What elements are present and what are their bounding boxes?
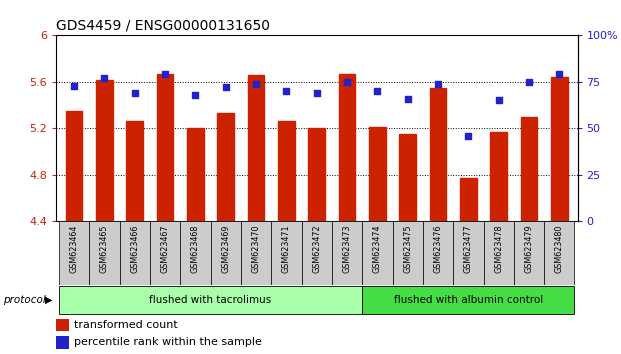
Text: GDS4459 / ENSG00000131650: GDS4459 / ENSG00000131650 [56,19,270,33]
Bar [120,221,150,285]
Point [130,90,140,96]
Bar [332,221,362,285]
Bar [423,221,453,285]
Text: GSM623467: GSM623467 [161,224,170,273]
Text: GSM623473: GSM623473 [343,224,351,273]
Point [281,88,291,94]
Bar [338,74,355,221]
Point [160,72,170,77]
Point [403,96,413,101]
Text: GSM623476: GSM623476 [433,224,443,273]
Bar [59,221,89,285]
Bar [392,221,423,285]
Bar [514,221,544,285]
Text: transformed count: transformed count [74,320,178,330]
Bar [271,221,302,285]
Point [342,79,352,85]
Text: GSM623472: GSM623472 [312,224,321,273]
Text: flushed with tacrolimus: flushed with tacrolimus [150,295,271,305]
Bar [484,221,514,285]
Text: GSM623475: GSM623475 [403,224,412,273]
Text: GSM623469: GSM623469 [221,224,230,273]
Point [373,88,383,94]
Bar [211,221,241,285]
Bar [453,221,484,285]
Bar [362,286,574,314]
Text: GSM623474: GSM623474 [373,224,382,273]
Bar [520,117,537,221]
Bar [302,221,332,285]
Text: GSM623470: GSM623470 [252,224,261,273]
Text: GSM623464: GSM623464 [70,224,79,273]
Bar [180,221,211,285]
Bar [362,221,392,285]
Bar [187,129,204,221]
Bar [491,132,507,221]
Text: flushed with albumin control: flushed with albumin control [394,295,543,305]
Text: GSM623477: GSM623477 [464,224,473,273]
Bar [156,74,173,221]
Bar [89,221,120,285]
Text: percentile rank within the sample: percentile rank within the sample [74,337,262,347]
Point [463,133,473,138]
Bar [309,129,325,221]
Bar [150,221,180,285]
Point [99,75,109,81]
Point [555,72,564,77]
Bar [217,113,234,221]
Bar [248,75,265,221]
Point [494,98,504,103]
Text: GSM623465: GSM623465 [100,224,109,273]
Bar [56,336,69,349]
Point [220,85,230,90]
Bar [430,88,446,221]
Bar [544,221,574,285]
Point [191,92,201,98]
Point [433,81,443,87]
Text: protocol: protocol [3,295,46,305]
Bar [278,121,295,221]
Text: ▶: ▶ [45,295,53,305]
Bar [127,121,143,221]
Bar [369,127,386,221]
Point [524,79,534,85]
Point [312,90,322,96]
Text: GSM623478: GSM623478 [494,224,503,273]
Bar [551,77,568,221]
Bar [460,178,477,221]
Bar [241,221,271,285]
Bar [59,286,362,314]
Text: GSM623480: GSM623480 [555,224,564,273]
Text: GSM623471: GSM623471 [282,224,291,273]
Point [69,83,79,88]
Bar [399,134,416,221]
Text: GSM623466: GSM623466 [130,224,139,273]
Bar [56,319,69,331]
Text: GSM623479: GSM623479 [525,224,533,273]
Point [251,81,261,87]
Bar [66,111,83,221]
Bar [96,80,113,221]
Text: GSM623468: GSM623468 [191,224,200,273]
